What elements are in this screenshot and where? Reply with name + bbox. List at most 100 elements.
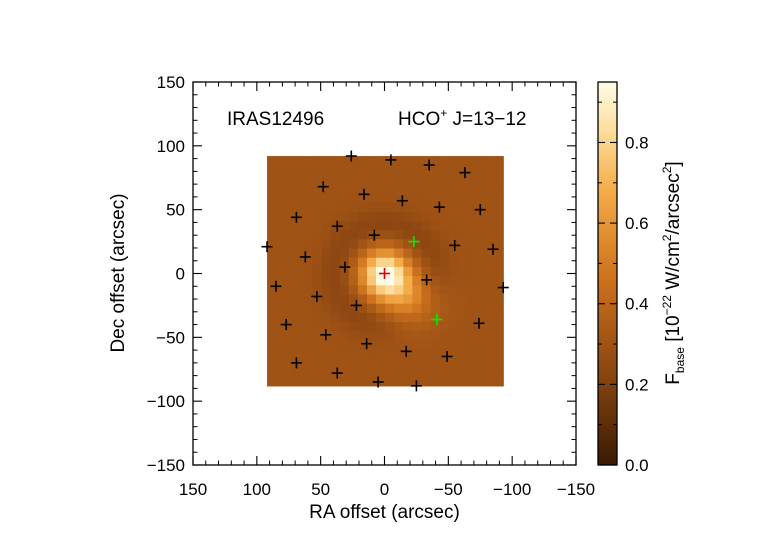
heatmap-cell [485,349,495,359]
heatmap-cell [357,247,368,258]
heatmap-cell [430,192,441,203]
heatmap-cell [475,174,486,185]
heatmap-cell [376,284,386,295]
heatmap-cell [412,275,423,286]
pointing-marker [473,317,485,329]
heatmap-cell [421,183,432,194]
heatmap-cell [357,211,368,221]
cb-label-exp3: 2 [660,166,674,173]
heatmap-cell [366,330,377,341]
heatmap-cell [394,165,404,176]
heatmap-cell [412,339,423,350]
cb-tick-label: 0.2 [625,375,649,394]
heatmap-cell [276,192,286,203]
heatmap-cell [421,321,432,332]
heatmap-cell [448,284,459,295]
heatmap-cell [285,367,295,378]
heatmap-cell [457,330,468,341]
heatmap-cell [430,321,441,332]
heatmap-cell [303,266,314,277]
heatmap-cell [430,165,441,176]
heatmap-cell [385,358,395,369]
y-tick-label: 150 [157,73,185,92]
heatmap-cell [312,339,323,350]
heatmap-cell [385,165,395,176]
heatmap-cell [376,358,386,369]
heatmap-cell [412,358,423,369]
heatmap-cell [348,284,359,295]
x-tick-label: −100 [493,480,531,499]
heatmap-cell [494,202,504,212]
heatmap-cell [421,220,432,231]
line-transition: J=13−12 [447,109,526,130]
heatmap-cell [312,284,323,295]
heatmap-cell [267,293,277,304]
heatmap-cell [475,192,486,203]
heatmap-cell [421,202,432,212]
heatmap-cell [357,376,368,387]
heatmap-cell [357,293,368,304]
heatmap-cell [276,312,286,323]
heatmap-cell [312,202,323,212]
heatmap-cell [439,220,450,231]
heatmap-cell [466,238,477,249]
heatmap-cell [421,358,432,369]
heatmap-cell [385,257,395,267]
heatmap-cell [267,275,277,286]
heatmap-cell [376,303,386,313]
heatmap-cell [285,257,295,267]
heatmap-cell [439,293,450,304]
heatmap-cell [321,174,332,185]
heatmap-cell [303,367,314,378]
heatmap-cell [403,376,413,387]
heatmap-cell [403,211,413,221]
heatmap-cell [448,293,459,304]
heatmap-cell [276,321,286,332]
heatmap-cell [294,247,304,258]
pointing-marker [320,329,332,341]
heatmap-cell [430,284,441,295]
heatmap-cell [330,156,341,166]
heatmap-cell [457,165,468,176]
heatmap-cell [385,275,395,286]
heatmap-cell [421,293,432,304]
heatmap-cell [357,238,368,249]
heatmap-cell [267,376,277,387]
pointing-markers [261,150,509,392]
heatmap-cell [303,303,314,313]
heatmap-cell [357,339,368,350]
y-tick-label: −100 [147,392,185,411]
pointing-marker [331,367,343,379]
heatmap-cell [267,165,277,176]
heatmap-cell [276,247,286,258]
heatmap-cell [439,330,450,341]
heatmap-cell [357,202,368,212]
heatmap-cell [267,330,277,341]
heatmap-cell [403,321,413,332]
heatmap-cell [457,339,468,350]
heatmap-cell [421,257,432,267]
heatmap-cell [403,229,413,240]
heatmap-cell [348,247,359,258]
heatmap-cell [357,312,368,323]
heatmap-cell [430,174,441,185]
heatmap-cell [312,358,323,369]
heatmap-cell [439,376,450,387]
heatmap-cell [294,202,304,212]
heatmap-cell [348,266,359,277]
heatmap-cell [376,266,386,277]
heatmap-cell [312,312,323,323]
heatmap-cell [466,229,477,240]
heatmap-cell [267,367,277,378]
heatmap-cell [385,339,395,350]
heatmap-cell [348,376,359,387]
heatmap-cell [448,358,459,369]
heatmap-cell [457,174,468,185]
heatmap-cell [285,211,295,221]
heatmap-cell [457,247,468,258]
heatmap-cell [394,284,404,295]
heatmap-cell [303,183,314,194]
heatmap-cell [485,339,495,350]
heatmap-cell [339,183,350,194]
heatmap-cell [494,238,504,249]
